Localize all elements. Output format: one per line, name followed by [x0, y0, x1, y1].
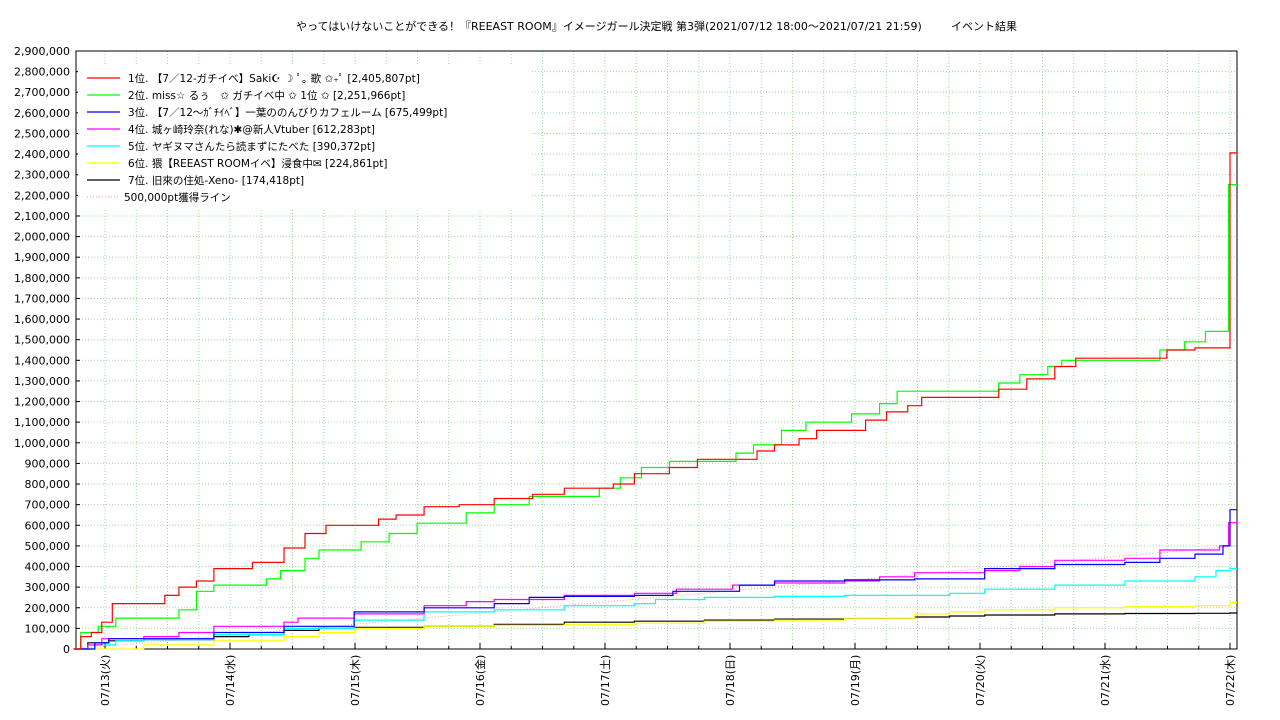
y-tick-label: 900,000 [25, 457, 71, 470]
y-tick-label: 1,800,000 [14, 272, 70, 285]
y-tick-label: 2,400,000 [14, 148, 70, 161]
y-tick-label: 700,000 [25, 499, 71, 512]
legend: 1位. 【7／12-ガチイベ】Saki☪︎ ☽ ﾟ｡ 歌 ✩₊ﾟ [2,405,… [78, 66, 530, 208]
y-tick-label: 1,000,000 [14, 437, 70, 450]
y-tick-label: 2,600,000 [14, 107, 70, 120]
y-tick-label: 1,700,000 [14, 292, 70, 305]
y-tick-label: 2,200,000 [14, 189, 70, 202]
y-tick-label: 1,400,000 [14, 354, 70, 367]
x-tick-label: 07/13(火) [99, 655, 112, 706]
x-tick-label: 07/17(土) [599, 655, 612, 706]
series-line [73, 509, 1237, 650]
y-tick-label: 1,200,000 [14, 396, 70, 409]
y-tick-label: 200,000 [25, 602, 71, 615]
legend-box [78, 66, 530, 208]
series-line [73, 152, 1237, 650]
legend-entry: 1位. 【7／12-ガチイベ】Saki☪︎ ☽ ﾟ｡ 歌 ✩₊ﾟ [2,405,… [128, 72, 420, 85]
y-tick-label: 600,000 [25, 519, 71, 532]
y-tick-label: 800,000 [25, 478, 71, 491]
y-tick-label: 500,000 [25, 540, 71, 553]
series-lines [73, 152, 1238, 650]
x-tick-label: 07/15(木) [349, 655, 362, 706]
series-line [73, 602, 1237, 650]
y-tick-label: 300,000 [25, 581, 71, 594]
legend-entry: 7位. 旧來の住処-Xeno- [174,418pt] [128, 174, 304, 187]
legend-entry: 5位. ヤギヌマさんたら読まずにたべた [390,372pt] [128, 140, 375, 153]
legend-entry: 2位. miss☆ るぅ ✩ ガチイベ中 ✩ 1位 ✩ [2,251,966pt… [128, 89, 405, 102]
x-tick-label: 07/19(月) [849, 655, 862, 706]
legend-entry: 3位. 【7／12〜ｶﾞﾁｲﾍﾞ】一葉ののんびりカフェルーム [675,499p… [128, 106, 447, 119]
x-tick-label: 07/20(火) [974, 655, 987, 706]
y-tick-label: 1,100,000 [14, 416, 70, 429]
y-tick-label: 400,000 [25, 561, 71, 574]
series-line [73, 612, 1237, 650]
x-tick-label: 07/22(木) [1224, 655, 1237, 706]
plot-frame [75, 50, 1238, 650]
x-tick-label: 07/21(水) [1099, 655, 1112, 706]
y-tick-label: 2,900,000 [14, 45, 70, 58]
legend-entry: 4位. 城ヶ崎玲奈(れな)✱@新人Vtuber [612,283pt] [128, 123, 375, 136]
y-tick-label: 2,300,000 [14, 169, 70, 182]
y-tick-label: 2,000,000 [14, 231, 70, 244]
series-line [73, 522, 1237, 650]
x-tick-label: 07/16(金) [473, 655, 487, 706]
x-tick-label: 07/18(日) [724, 655, 737, 706]
y-tick-label: 2,800,000 [14, 66, 70, 79]
x-tick-label: 07/14(水) [224, 655, 237, 706]
y-tick-label: 0 [63, 643, 70, 656]
series-line [73, 184, 1237, 650]
y-tick-label: 1,900,000 [14, 251, 70, 264]
y-tick-label: 2,700,000 [14, 86, 70, 99]
y-tick-label: 100,000 [25, 622, 71, 635]
reference-line [75, 545, 1238, 650]
legend-entry: 6位. 猥【REEAST ROOMイベ】浸食中✉ [224,861pt] [128, 157, 387, 170]
legend-entry: 500,000pt獲得ライン [124, 191, 231, 204]
chart-title-suffix: イベント結果 [951, 19, 1017, 33]
y-tick-label: 1,300,000 [14, 375, 70, 388]
y-tick-label: 2,100,000 [14, 210, 70, 223]
grid [76, 50, 1237, 649]
y-tick-label: 1,600,000 [14, 313, 70, 326]
y-tick-label: 2,500,000 [14, 127, 70, 140]
y-tick-label: 1,500,000 [14, 334, 70, 347]
axes: 0 100,000 200,000 300,000 400,000 500,000 600,… [14, 45, 1238, 706]
chart-title: やってはいけないことができる！『REEAST ROOM』イメージガール決定戦 第… [296, 19, 922, 33]
